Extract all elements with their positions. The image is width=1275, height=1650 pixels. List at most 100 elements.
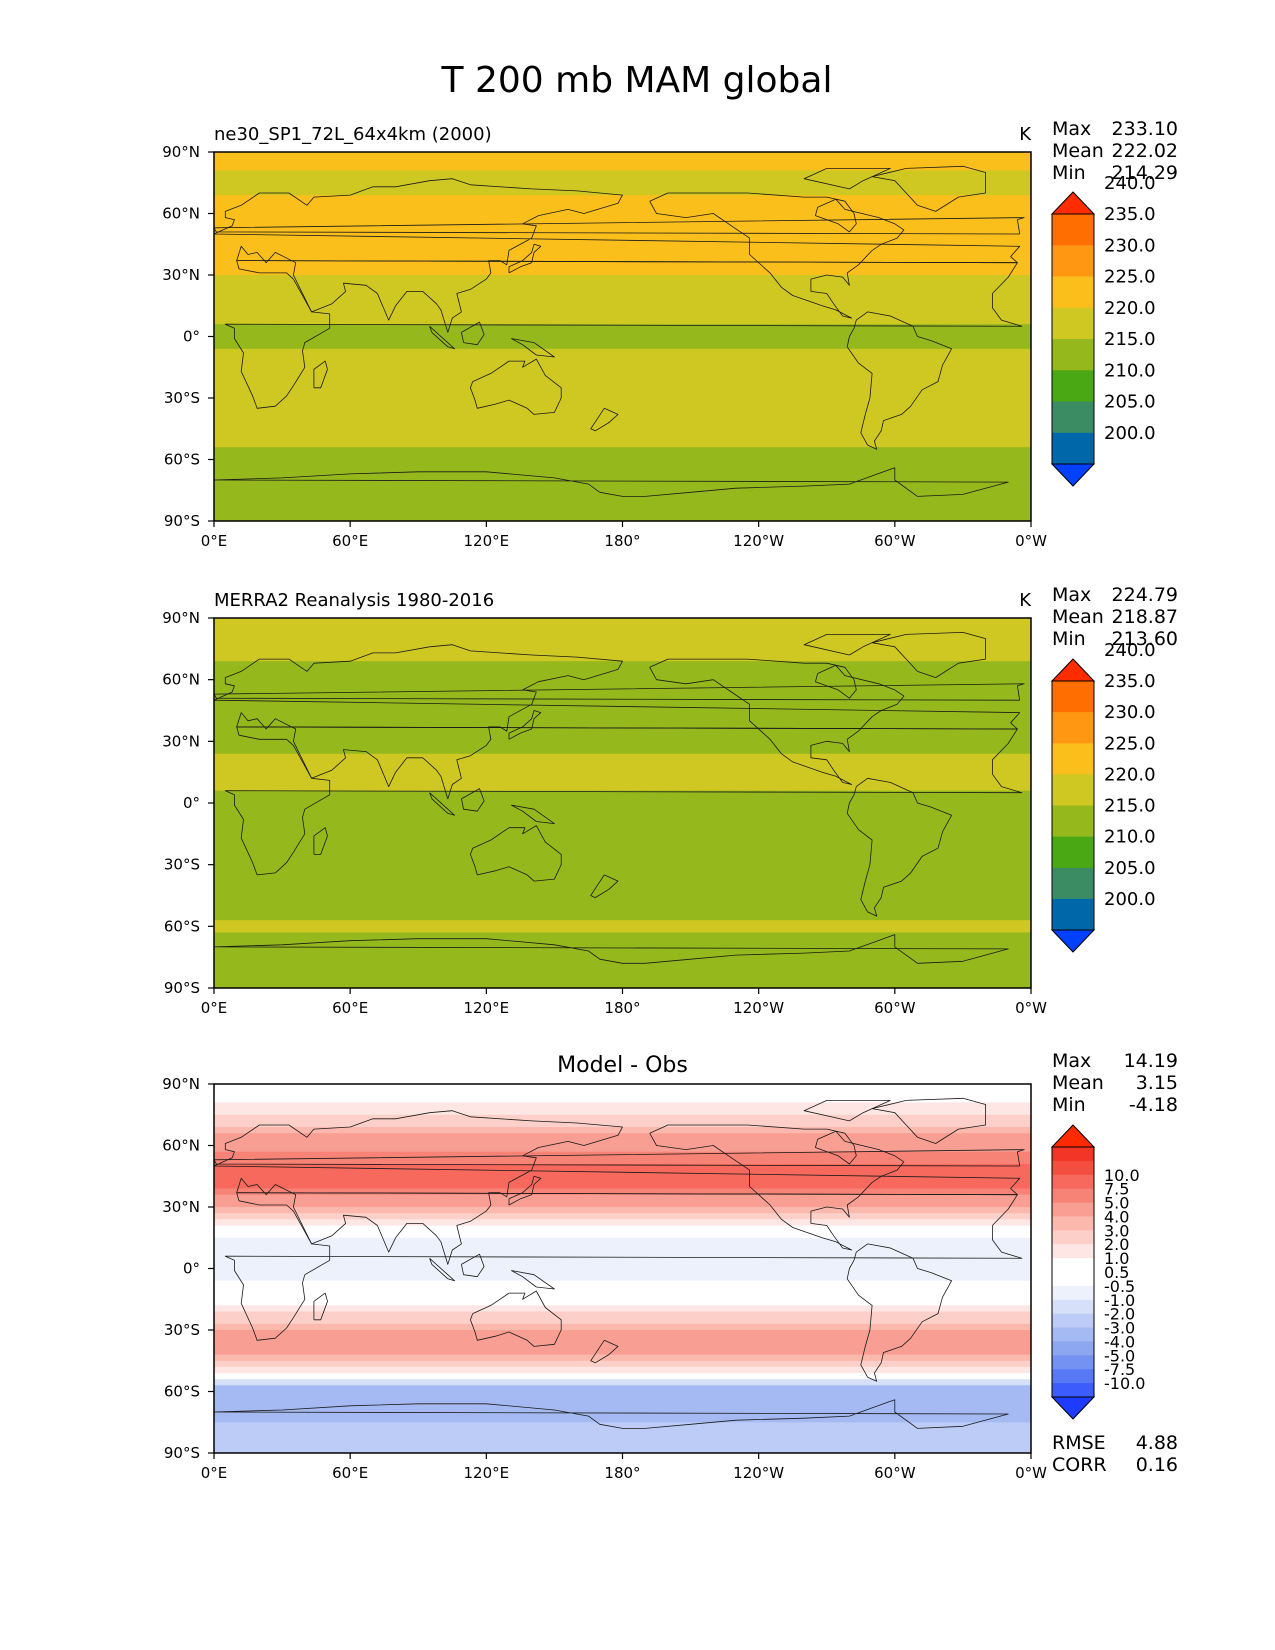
field-band	[214, 367, 1031, 374]
field-band	[214, 784, 1031, 792]
lat-tick-label: 90°S	[164, 512, 200, 530]
field-band	[214, 1176, 1031, 1184]
field-band	[214, 471, 1031, 479]
colorbar-segment	[1052, 1341, 1094, 1356]
field-band	[214, 673, 1031, 681]
field-band	[214, 636, 1031, 644]
stat-value: 224.79	[1112, 584, 1178, 606]
colorbar-segment	[1052, 1383, 1094, 1398]
field-band	[214, 864, 1031, 872]
field-band	[214, 796, 1031, 804]
coastline	[429, 792, 456, 816]
coastline	[461, 1253, 485, 1278]
coastline	[461, 321, 485, 346]
lon-tick-label: 120°E	[464, 1464, 510, 1482]
field-band	[214, 1096, 1031, 1104]
colorbar-label: -5.0	[1104, 1346, 1135, 1365]
coastline	[846, 777, 952, 917]
field-band	[214, 1188, 1031, 1196]
field-band	[214, 170, 1031, 178]
field-band	[214, 1391, 1031, 1399]
coastline	[649, 1124, 905, 1251]
field-band	[214, 1373, 1031, 1380]
field-band	[214, 704, 1031, 712]
field-band	[214, 311, 1031, 319]
coastline	[469, 1290, 562, 1347]
field-band	[214, 1219, 1031, 1227]
field-band	[214, 1157, 1031, 1165]
field-band	[214, 1256, 1031, 1263]
colorbar-label: -3.0	[1104, 1319, 1135, 1338]
field-band	[214, 496, 1031, 504]
colorbar-segment	[1052, 1160, 1094, 1176]
colorbar: 200.0 205.0 210.0 215.0 220.0 225.0 230.0 235.0…	[1050, 640, 1156, 953]
colorbar-label: -2.0	[1104, 1305, 1135, 1324]
field-band	[214, 1120, 1031, 1128]
colorbar-label: -1.0	[1104, 1291, 1135, 1310]
field-band	[214, 361, 1031, 368]
lon-tick-label: 180°	[604, 1464, 640, 1482]
coastlines	[214, 1097, 1025, 1429]
lat-tick-label: 30°S	[164, 1321, 200, 1339]
field-band	[214, 833, 1031, 841]
field-band	[214, 1397, 1031, 1405]
stat-value: 233.10	[1112, 118, 1178, 140]
field-band	[214, 207, 1031, 215]
field-band	[214, 422, 1031, 430]
field-band	[214, 1366, 1031, 1374]
field-band	[214, 1342, 1031, 1350]
field-band	[214, 1084, 1031, 1091]
stat-label: Min	[1052, 1094, 1086, 1116]
field-band	[214, 661, 1031, 668]
colorbar-frame	[1051, 213, 1095, 465]
coastline	[214, 178, 1021, 333]
field-band	[214, 1268, 1031, 1276]
field-band	[214, 1446, 1031, 1453]
panel-diff: 90°N 60°N 30°N 0° 30°S 60°S 90°S0°E 60°E 120°E 18…	[162, 1050, 1178, 1482]
field-band	[214, 1170, 1031, 1177]
field-band	[214, 1182, 1031, 1190]
colorbar-extend-min	[1050, 929, 1096, 953]
field-band	[214, 741, 1031, 749]
stat-value: 14.19	[1124, 1050, 1178, 1072]
field-band	[214, 1243, 1031, 1251]
colorbar-label: 240.0	[1104, 173, 1156, 194]
stat-label: RMSE	[1052, 1432, 1106, 1454]
field-band	[214, 182, 1031, 190]
field-band	[214, 1317, 1031, 1325]
field-band	[214, 1237, 1031, 1245]
field-band	[214, 1207, 1031, 1214]
field-band	[214, 938, 1031, 946]
lon-tick-label: 120°W	[733, 532, 784, 550]
colorbar-extend-min	[1050, 1396, 1096, 1420]
field-band	[214, 1262, 1031, 1270]
colorbar-segment	[1052, 1188, 1094, 1204]
coastline	[461, 788, 485, 812]
colorbar-segment	[1052, 1285, 1094, 1301]
coastline	[803, 1100, 891, 1122]
colorbar-segment	[1052, 245, 1094, 278]
coastline	[224, 726, 1023, 876]
field-band	[214, 975, 1031, 983]
colorbar-label: 225.0	[1104, 267, 1156, 288]
field-band	[214, 642, 1031, 650]
field-band	[214, 759, 1031, 767]
stat-value: 0.16	[1136, 1454, 1178, 1476]
colorbar-segment	[1052, 214, 1094, 246]
field-band	[214, 846, 1031, 853]
stat-label: Max	[1052, 118, 1091, 140]
field-band	[214, 459, 1031, 467]
stat-value: 3.15	[1136, 1072, 1178, 1094]
coastline	[313, 1292, 328, 1321]
coastline	[214, 1399, 1009, 1429]
lat-tick-label: 90°N	[162, 1075, 200, 1093]
colorbar-extend-min	[1050, 463, 1096, 487]
lon-tick-label: 120°W	[733, 999, 784, 1017]
panel-left-title: ne30_SP1_72L_64x4km (2000)	[214, 124, 492, 145]
coastline	[214, 217, 1025, 235]
lat-tick-label: 90°N	[162, 609, 200, 627]
field-band	[214, 803, 1031, 810]
field-band	[214, 809, 1031, 816]
colorbar-segment	[1052, 1369, 1094, 1384]
coastline	[511, 338, 555, 358]
